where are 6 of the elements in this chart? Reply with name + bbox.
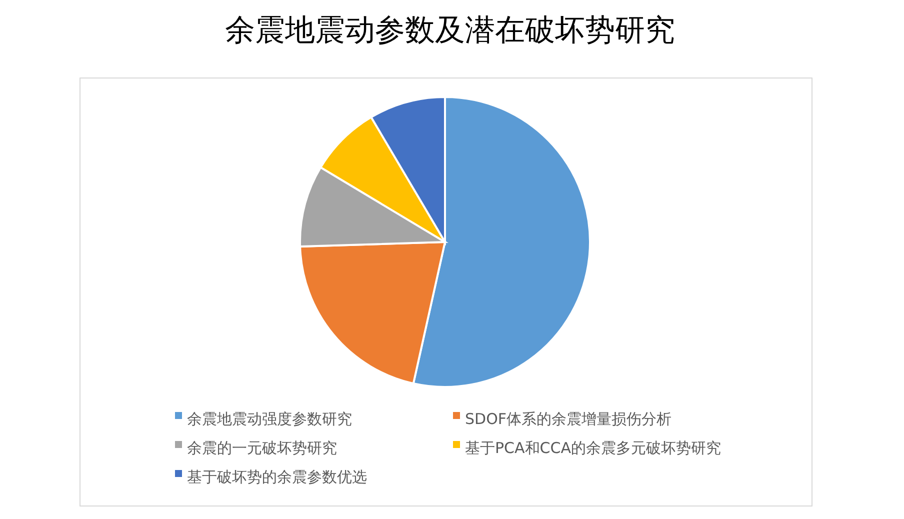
legend-label: 余震的一元破坏势研究 [187,439,337,458]
legend-label: SDOF体系的余震增量损伤分析 [465,410,672,428]
chart-title: 余震地震动参数及潜在破坏势研究 [225,13,675,48]
legend-label: 余震地震动强度参数研究 [187,410,352,428]
legend-label: 基于破坏势的余震参数优选 [187,468,367,486]
legend-label: 基于PCA和CCA的余震多元破坏势研究 [465,439,721,458]
